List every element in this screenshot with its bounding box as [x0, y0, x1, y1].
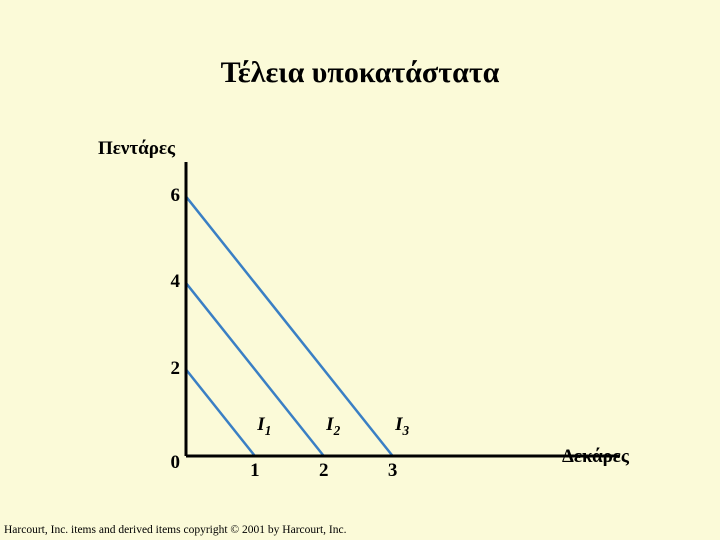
x-tick-2: 2: [314, 460, 334, 482]
x-tick-0: 0: [162, 452, 180, 474]
series-label-I1: I1: [257, 414, 271, 439]
x-tick-3: 3: [383, 460, 403, 482]
y-tick-6: 6: [162, 185, 180, 207]
indifference-line-I1: [186, 370, 255, 456]
series-label-I2: I2: [326, 414, 340, 439]
y-tick-4: 4: [162, 271, 180, 293]
series-label-I3: I3: [395, 414, 409, 439]
y-tick-2: 2: [162, 358, 180, 380]
x-tick-1: 1: [245, 460, 265, 482]
indifference-line-I3: [186, 197, 393, 456]
chart-plot: [0, 0, 720, 540]
indifference-line-I2: [186, 283, 324, 456]
